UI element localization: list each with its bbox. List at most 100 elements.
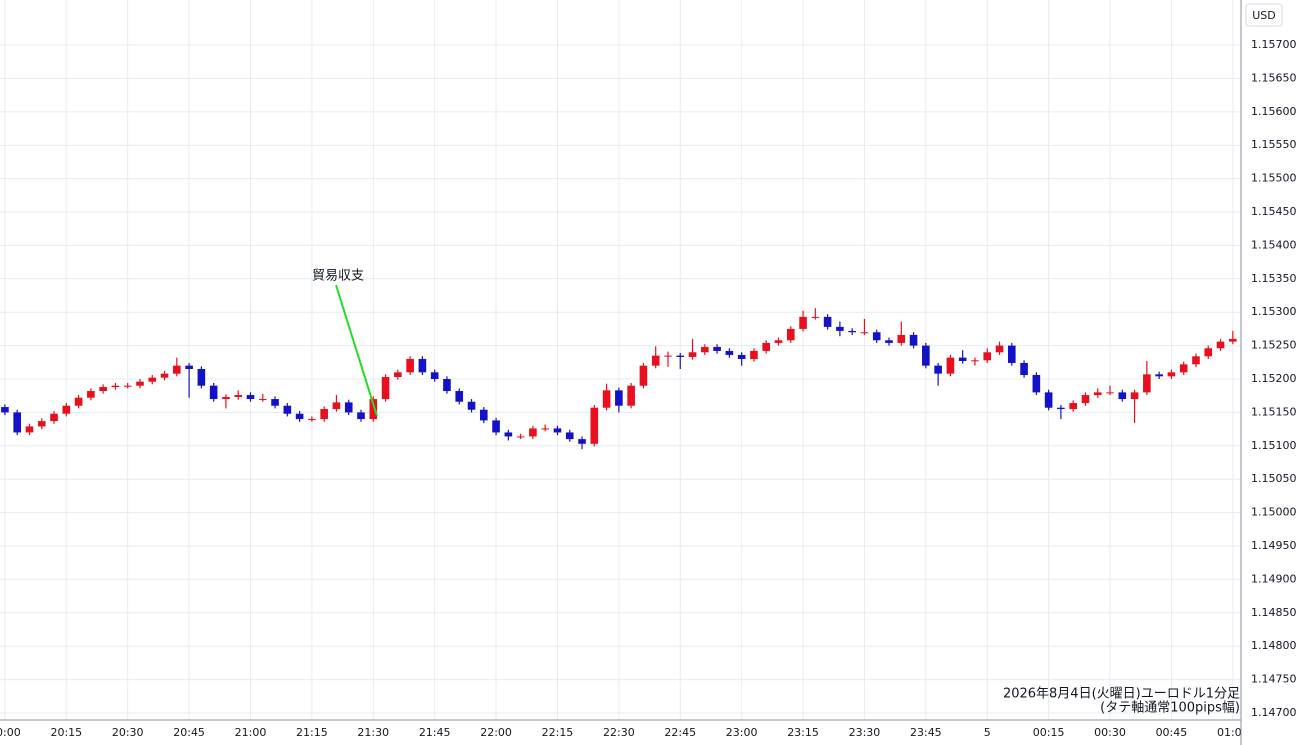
candle-body <box>1007 345 1016 363</box>
candle-body <box>909 334 918 346</box>
candle-body <box>799 316 807 329</box>
candle-body <box>1167 372 1176 377</box>
candle-body <box>308 419 316 421</box>
y-tick-label: 1.15300 <box>1251 305 1297 318</box>
x-tick-label: 20:30 <box>112 726 144 739</box>
candle-body <box>1155 374 1163 377</box>
candle-body <box>848 330 856 333</box>
candle-body <box>872 332 881 341</box>
candle-body <box>246 395 255 400</box>
candle-body <box>467 401 476 410</box>
candle-body <box>283 405 292 414</box>
candle-body <box>774 340 783 343</box>
candle-body <box>123 385 132 387</box>
candle-body <box>811 316 820 318</box>
candle-body <box>922 345 930 366</box>
y-tick-label: 1.15200 <box>1251 372 1297 385</box>
candle-body <box>836 326 844 331</box>
y-tick-label: 1.15000 <box>1251 506 1297 519</box>
x-tick-label: 00:15 <box>1033 726 1065 739</box>
plot-area <box>1 308 1237 450</box>
candle-body <box>676 355 685 357</box>
y-tick-label: 1.14800 <box>1251 639 1297 652</box>
candle-body <box>1093 392 1102 396</box>
candle-body <box>1106 392 1114 394</box>
candle-body <box>25 426 34 433</box>
candle-body <box>971 360 979 362</box>
candle-body <box>185 365 193 369</box>
candle-body <box>197 368 206 386</box>
candle-body <box>1130 392 1139 400</box>
y-tick-label: 1.14950 <box>1251 539 1297 552</box>
candle-body <box>553 428 562 433</box>
candle-body <box>823 316 832 327</box>
candle-body <box>271 399 279 406</box>
candle-body <box>1216 341 1225 349</box>
candle-body <box>344 402 353 413</box>
y-tick-label: 1.15600 <box>1251 105 1297 118</box>
candle-body <box>590 407 599 444</box>
candle-body <box>860 332 869 334</box>
candle-body <box>737 354 746 359</box>
x-tick-label: 5 <box>984 726 991 739</box>
candle-body <box>565 432 574 440</box>
candle-body <box>430 372 439 380</box>
x-tick-label: 22:00 <box>480 726 512 739</box>
y-tick-label: 1.14850 <box>1251 606 1297 619</box>
y-tick-label: 1.15250 <box>1251 339 1297 352</box>
candle-body <box>664 355 672 357</box>
y-tick-label: 1.14750 <box>1251 673 1297 686</box>
candle-body <box>1204 348 1213 357</box>
candle-body <box>381 376 390 400</box>
candle-body <box>504 432 513 437</box>
candle-body <box>62 405 71 414</box>
candle-body <box>173 365 181 374</box>
y-tick-label: 1.15050 <box>1251 472 1297 485</box>
candle-body <box>541 428 549 430</box>
x-tick-label: 23:15 <box>787 726 819 739</box>
x-tick-label: 00:30 <box>1094 726 1126 739</box>
currency-box <box>1245 3 1283 27</box>
x-tick-label: 23:00 <box>726 726 758 739</box>
candle-body <box>688 352 697 357</box>
candle-body <box>934 365 942 374</box>
candle-body <box>1 407 9 413</box>
candle-body <box>885 340 893 343</box>
candle-body <box>1118 392 1127 400</box>
x-tick-label: 22:15 <box>542 726 574 739</box>
x-tick-label: 20:00 <box>0 726 21 739</box>
y-tick-label: 1.14700 <box>1251 706 1297 719</box>
candle-body <box>87 391 95 398</box>
candle-body <box>516 436 525 438</box>
candle-body <box>148 377 157 382</box>
candle-body <box>406 358 414 373</box>
candle-body <box>1192 356 1200 365</box>
candle-body <box>750 350 758 359</box>
candle-body <box>492 420 500 433</box>
y-tick-label: 1.15100 <box>1251 439 1297 452</box>
x-tick-label: 21:15 <box>296 726 328 739</box>
candle-body <box>222 397 230 400</box>
candle-body <box>958 357 967 361</box>
x-tick-label: 00:45 <box>1156 726 1188 739</box>
candle-body <box>332 402 341 410</box>
x-tick-label: 23:30 <box>849 726 881 739</box>
candle-body <box>602 390 611 408</box>
candle-body <box>627 385 635 406</box>
y-tick-label: 1.15550 <box>1251 138 1297 151</box>
x-tick-label: 20:15 <box>50 726 82 739</box>
candle-body <box>946 357 955 374</box>
candle-body <box>394 372 402 377</box>
x-tick-label: 21:00 <box>235 726 267 739</box>
candle-body <box>418 358 427 373</box>
candle-body <box>701 346 709 353</box>
candle-body <box>479 409 488 421</box>
candle-body <box>50 413 58 422</box>
candle-body <box>234 395 243 398</box>
candle-body <box>639 365 648 386</box>
y-tick-label: 1.15700 <box>1251 38 1297 51</box>
y-tick-label: 1.15500 <box>1251 172 1297 185</box>
candle-body <box>357 412 365 420</box>
